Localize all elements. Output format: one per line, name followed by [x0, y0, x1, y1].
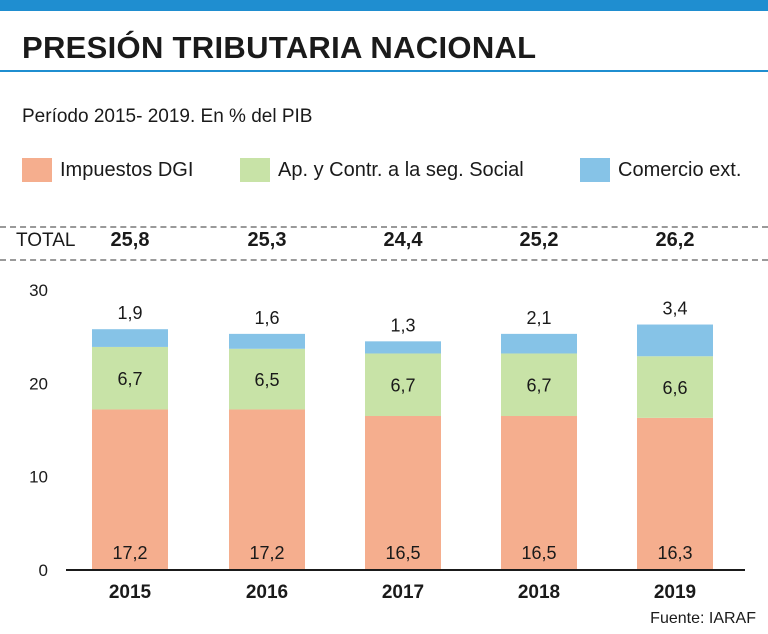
- y-tick-label-30: 30: [29, 281, 48, 300]
- bar-impuestos-dgi-2019: [637, 417, 713, 570]
- x-tick-label-2016: 2016: [246, 582, 288, 603]
- bar-ap-y-contr-a-la-seg-social-2015: [92, 346, 168, 410]
- y-tick-label-10: 10: [29, 468, 48, 487]
- data-label-comercio-ext-2015: 1,9: [117, 303, 142, 323]
- totals-bottom-divider: [0, 259, 768, 261]
- legend-swatch-comercio-ext: [580, 158, 610, 182]
- chart-subtitle: Período 2015- 2019. En % del PIB: [22, 106, 313, 127]
- data-label-comercio-ext-2016: 1,6: [254, 308, 279, 328]
- legend-item-impuestos-dgi: Impuestos DGI: [22, 156, 193, 184]
- y-tick-label-20: 20: [29, 374, 48, 393]
- data-label-ap-y-contr-a-la-seg-social-2018: 6,7: [526, 376, 551, 396]
- legend-item-comercio-ext: Comercio ext.: [580, 156, 741, 184]
- title-underline: [0, 70, 768, 72]
- total-value-2019: 26,2: [655, 229, 695, 251]
- totals-top-divider: [0, 226, 768, 228]
- data-label-impuestos-dgi-2016: 17,2: [249, 543, 284, 563]
- data-label-comercio-ext-2017: 1,3: [390, 315, 415, 335]
- data-label-impuestos-dgi-2019: 16,3: [657, 543, 692, 563]
- legend-label-impuestos-dgi: Impuestos DGI: [60, 158, 194, 181]
- source-note: Fuente: IARAF: [650, 610, 756, 627]
- bar-comercio-ext-2019: [637, 324, 713, 357]
- legend-label-seguridad-social: Ap. y Contr. a la seg. Social: [278, 158, 524, 181]
- bar-impuestos-dgi-2018: [501, 416, 577, 570]
- data-label-impuestos-dgi-2018: 16,5: [521, 543, 556, 563]
- legend-swatch-impuestos-dgi: [22, 158, 52, 182]
- bar-impuestos-dgi-2016: [229, 409, 305, 570]
- total-value-2015: 25,8: [110, 229, 150, 251]
- bar-ap-y-contr-a-la-seg-social-2018: [501, 353, 577, 416]
- data-label-impuestos-dgi-2015: 17,2: [112, 543, 147, 563]
- legend-swatch-seguridad-social: [240, 158, 270, 182]
- legend-item-seguridad-social: Ap. y Contr. a la seg. Social: [240, 156, 524, 184]
- top-accent-bar: [0, 0, 768, 11]
- x-tick-label-2018: 2018: [518, 582, 560, 603]
- x-tick-label-2019: 2019: [654, 582, 696, 603]
- data-label-ap-y-contr-a-la-seg-social-2019: 6,6: [662, 378, 687, 398]
- bar-ap-y-contr-a-la-seg-social-2019: [637, 356, 713, 418]
- x-tick-label-2015: 2015: [109, 582, 152, 603]
- bar-ap-y-contr-a-la-seg-social-2016: [229, 348, 305, 410]
- bar-comercio-ext-2018: [501, 333, 577, 354]
- data-label-ap-y-contr-a-la-seg-social-2015: 6,7: [117, 369, 142, 389]
- total-value-2016: 25,3: [247, 229, 287, 251]
- bar-comercio-ext-2016: [229, 333, 305, 349]
- total-value-2018: 25,2: [519, 229, 559, 251]
- data-label-impuestos-dgi-2017: 16,5: [385, 543, 420, 563]
- bar-impuestos-dgi-2017: [365, 416, 441, 570]
- data-label-ap-y-contr-a-la-seg-social-2016: 6,5: [254, 370, 279, 390]
- bar-impuestos-dgi-2015: [92, 409, 168, 570]
- data-label-comercio-ext-2018: 2,1: [526, 308, 551, 328]
- data-label-comercio-ext-2019: 3,4: [662, 299, 687, 319]
- legend-label-comercio-ext: Comercio ext.: [618, 158, 742, 181]
- bar-ap-y-contr-a-la-seg-social-2017: [365, 353, 441, 416]
- bar-comercio-ext-2017: [365, 341, 441, 354]
- chart-title: PRESIÓN TRIBUTARIA NACIONAL: [22, 30, 537, 65]
- total-value-2017: 24,4: [383, 229, 423, 251]
- data-label-ap-y-contr-a-la-seg-social-2017: 6,7: [390, 376, 415, 396]
- bar-comercio-ext-2015: [92, 329, 168, 347]
- totals-row-label: TOTAL: [16, 230, 76, 251]
- x-tick-label-2017: 2017: [382, 582, 424, 603]
- y-tick-label-0: 0: [39, 561, 48, 580]
